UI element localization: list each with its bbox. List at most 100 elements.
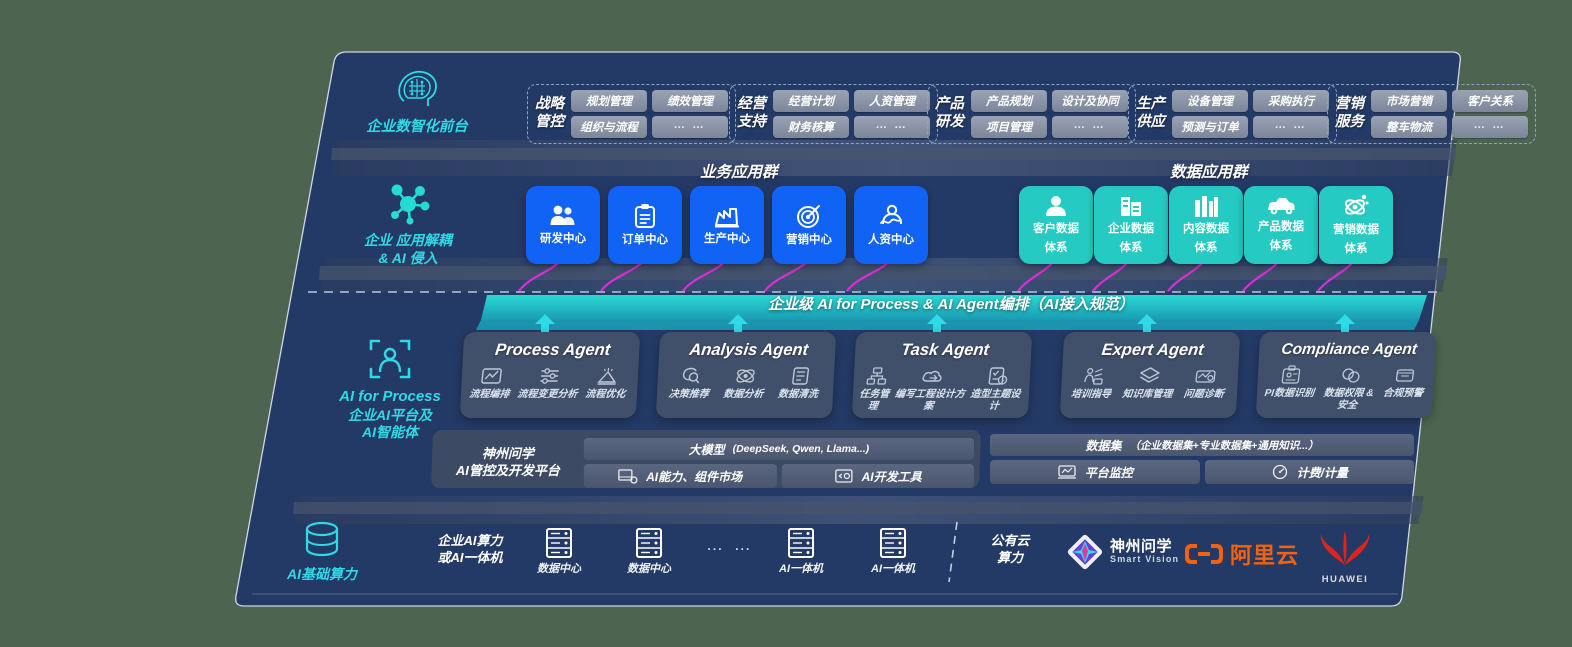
agent-item[interactable]: 合规预警 — [1382, 365, 1426, 400]
group-cell[interactable]: 预测与订单 — [1172, 116, 1248, 138]
platform-bar-dataset[interactable]: 数据集 （企业数据集+专业数据集+通用知识...） — [990, 434, 1414, 456]
logo-smart-vision[interactable]: 神州问学 Smart Vision — [1066, 533, 1179, 571]
group-cell[interactable]: 绩效管理 — [652, 90, 728, 112]
data-card-label-2: 体系 — [1194, 242, 1218, 254]
group-title: 战略 管控 — [535, 96, 564, 130]
group-cell[interactable]: 规划管理 — [571, 90, 647, 112]
platform-bar-models[interactable]: 大模型 (DeepSeek, Qwen, Llama...) — [583, 438, 974, 460]
group-cell[interactable]: 产品规划 — [971, 90, 1047, 112]
group-cell-more[interactable]: … … — [1452, 116, 1528, 138]
enterprise-compute-label: 企业AI算力 或AI一体机 — [437, 533, 503, 565]
agent-item-label: 流程优化 — [584, 389, 626, 400]
group-cell-more[interactable]: … … — [1253, 116, 1329, 138]
agent-item-label: 问题诊断 — [1182, 389, 1225, 400]
agent-item[interactable]: 流程变更分析 — [517, 366, 581, 401]
market-icon — [618, 469, 638, 484]
data-clean-icon — [791, 367, 809, 385]
agent-item[interactable]: 知识库管理 — [1122, 366, 1176, 401]
data-card-customer[interactable]: 客户数据 体系 — [1019, 186, 1093, 264]
group-marketing-service[interactable]: 营销 服务 市场营销 客户关系 整车物流 … … — [1327, 84, 1536, 144]
platform-panel-right[interactable]: 数据集 （企业数据集+专业数据集+通用知识...） 平台监控 — [989, 430, 1415, 488]
agent-item-label-2: 安全 — [1336, 399, 1358, 411]
app-card-rd-center[interactable]: 研发中心 — [526, 186, 600, 264]
bars-icon — [1195, 196, 1218, 218]
group-cell-more[interactable]: … … — [1052, 116, 1128, 138]
agent-item-label: 任务管理 — [858, 389, 890, 412]
group-product-rd[interactable]: 产品 研发 产品规划 设计及协同 项目管理 … … — [927, 84, 1136, 144]
app-card-order-center[interactable]: 订单中心 — [608, 186, 682, 264]
group-cell-more[interactable]: … … — [652, 116, 728, 138]
layer-label-text-2: AI智能体 — [362, 424, 418, 441]
infra-node-datacenter-1[interactable]: 数据中心 — [528, 527, 590, 577]
agent-card-task[interactable]: Task Agent 任务管理 — [851, 332, 1033, 418]
group-cell[interactable]: 财务核算 — [773, 116, 849, 138]
group-cell[interactable]: 市场营销 — [1371, 90, 1447, 112]
app-card-marketing-center[interactable]: 营销中心 — [772, 186, 846, 264]
agent-card-process[interactable]: Process Agent 流程编排 — [459, 332, 641, 418]
sliders-icon — [540, 368, 559, 384]
group-cell[interactable]: 采购执行 — [1253, 90, 1329, 112]
infra-node-aio-2[interactable]: AI一体机 — [862, 527, 924, 577]
agent-item[interactable]: 问题诊断 — [1183, 366, 1227, 401]
agent-item[interactable]: 流程编排 — [469, 366, 513, 401]
agent-item-label: 培训指导 — [1070, 389, 1112, 400]
agent-card-compliance[interactable]: Compliance Agent PI数据识别 — [1255, 332, 1437, 418]
logo-text: 神州问学 Smart Vision — [1110, 539, 1179, 564]
platform-bar-monitor[interactable]: 平台监控 — [990, 460, 1200, 484]
data-group-title: 数据应用群 — [1170, 164, 1248, 181]
layer-label-ai-for-process: AI for Process 企业AI平台及 AI智能体 — [300, 336, 480, 442]
agent-item[interactable]: 数据分析 — [723, 366, 767, 401]
group-cell[interactable]: 客户关系 — [1452, 90, 1528, 112]
data-card-enterprise[interactable]: 企业数据 体系 — [1094, 186, 1168, 264]
platform-bar-devtool[interactable]: AI开发工具 — [781, 464, 974, 488]
group-operations[interactable]: 经营 支持 经营计划 人资管理 财务核算 … … — [729, 84, 938, 144]
smartvision-logo — [1067, 534, 1103, 570]
group-cell[interactable]: 设备管理 — [1172, 90, 1248, 112]
agent-card-expert[interactable]: Expert Agent 培训指导 — [1059, 332, 1241, 418]
platform-bar-label: AI开发工具 — [861, 469, 922, 484]
layer-label-text: 企业数智化前台 — [366, 119, 468, 135]
agent-item[interactable]: 决策推荐 — [668, 366, 712, 401]
agent-item[interactable]: 任务管理 — [853, 366, 898, 412]
atom-icon — [1344, 195, 1369, 216]
data-card-marketing[interactable]: 营销数据 体系 — [1319, 186, 1393, 264]
infra-node-datacenter-2[interactable]: 数据中心 — [618, 527, 680, 577]
app-card-production-center[interactable]: 生产中心 — [690, 186, 764, 264]
database-icon — [305, 521, 339, 557]
layer-label-text-1: 企业 应用解耦 — [364, 232, 452, 248]
group-cell[interactable]: 设计及协同 — [1052, 90, 1128, 112]
logo-name: HUAWEI — [1321, 574, 1369, 585]
infra-node-aio-1[interactable]: AI一体机 — [770, 527, 832, 577]
agent-card-analysis[interactable]: Analysis Agent 决策推荐 数据分析 — [655, 332, 837, 418]
group-cell-more[interactable]: … … — [854, 116, 930, 138]
agent-item[interactable]: 编写工程设计方案 — [892, 366, 970, 412]
data-card-content[interactable]: 内容数据 体系 — [1169, 186, 1243, 264]
logo-huawei[interactable]: HUAWEI — [1310, 528, 1380, 585]
agent-item[interactable]: 流程优化 — [585, 366, 629, 401]
platform-panel-left[interactable]: 神州问学 AI管控及开发平台 大模型 (DeepSeek, Qwen, Llama… — [430, 430, 982, 488]
app-card-hr-center[interactable]: 人资中心 — [854, 186, 928, 264]
layer-label-app-decoupling: 企业 应用解耦 & AI 侵入 — [338, 182, 478, 267]
group-cell[interactable]: 项目管理 — [971, 116, 1047, 138]
agent-item[interactable]: 数据权限 & 安全 — [1317, 365, 1381, 411]
gauge-icon — [1272, 464, 1287, 480]
group-cell[interactable]: 整车物流 — [1371, 116, 1447, 138]
platform-bar-label: AI能力、组件市场 — [646, 469, 743, 484]
group-cell[interactable]: 人资管理 — [854, 90, 930, 112]
flow-chart-icon — [481, 368, 502, 384]
logo-aliyun[interactable]: 阿里云 — [1184, 538, 1299, 570]
platform-bar-market[interactable]: AI能力、组件市场 — [583, 464, 777, 488]
public-cloud-label: 公有云 算力 — [990, 533, 1030, 565]
agent-item[interactable]: 培训指导 — [1070, 366, 1114, 401]
group-strategy[interactable]: 战略 管控 规划管理 绩效管理 组织与流程 … … — [527, 84, 736, 144]
agent-item[interactable]: 造型主题设计 — [964, 366, 1028, 412]
cloud-doc-icon — [922, 370, 942, 382]
data-card-label-2: 体系 — [1344, 243, 1368, 255]
agent-item[interactable]: 数据清洗 — [777, 366, 821, 401]
group-production-supply[interactable]: 生产 供应 设备管理 采购执行 预测与订单 … … — [1128, 84, 1337, 144]
platform-bar-billing[interactable]: 计费/计量 — [1204, 460, 1414, 484]
data-card-product[interactable]: 产品数据 体系 — [1244, 186, 1318, 264]
group-cell[interactable]: 经营计划 — [773, 90, 849, 112]
agent-item[interactable]: PI数据识别 — [1264, 365, 1318, 400]
group-cell[interactable]: 组织与流程 — [571, 116, 647, 138]
